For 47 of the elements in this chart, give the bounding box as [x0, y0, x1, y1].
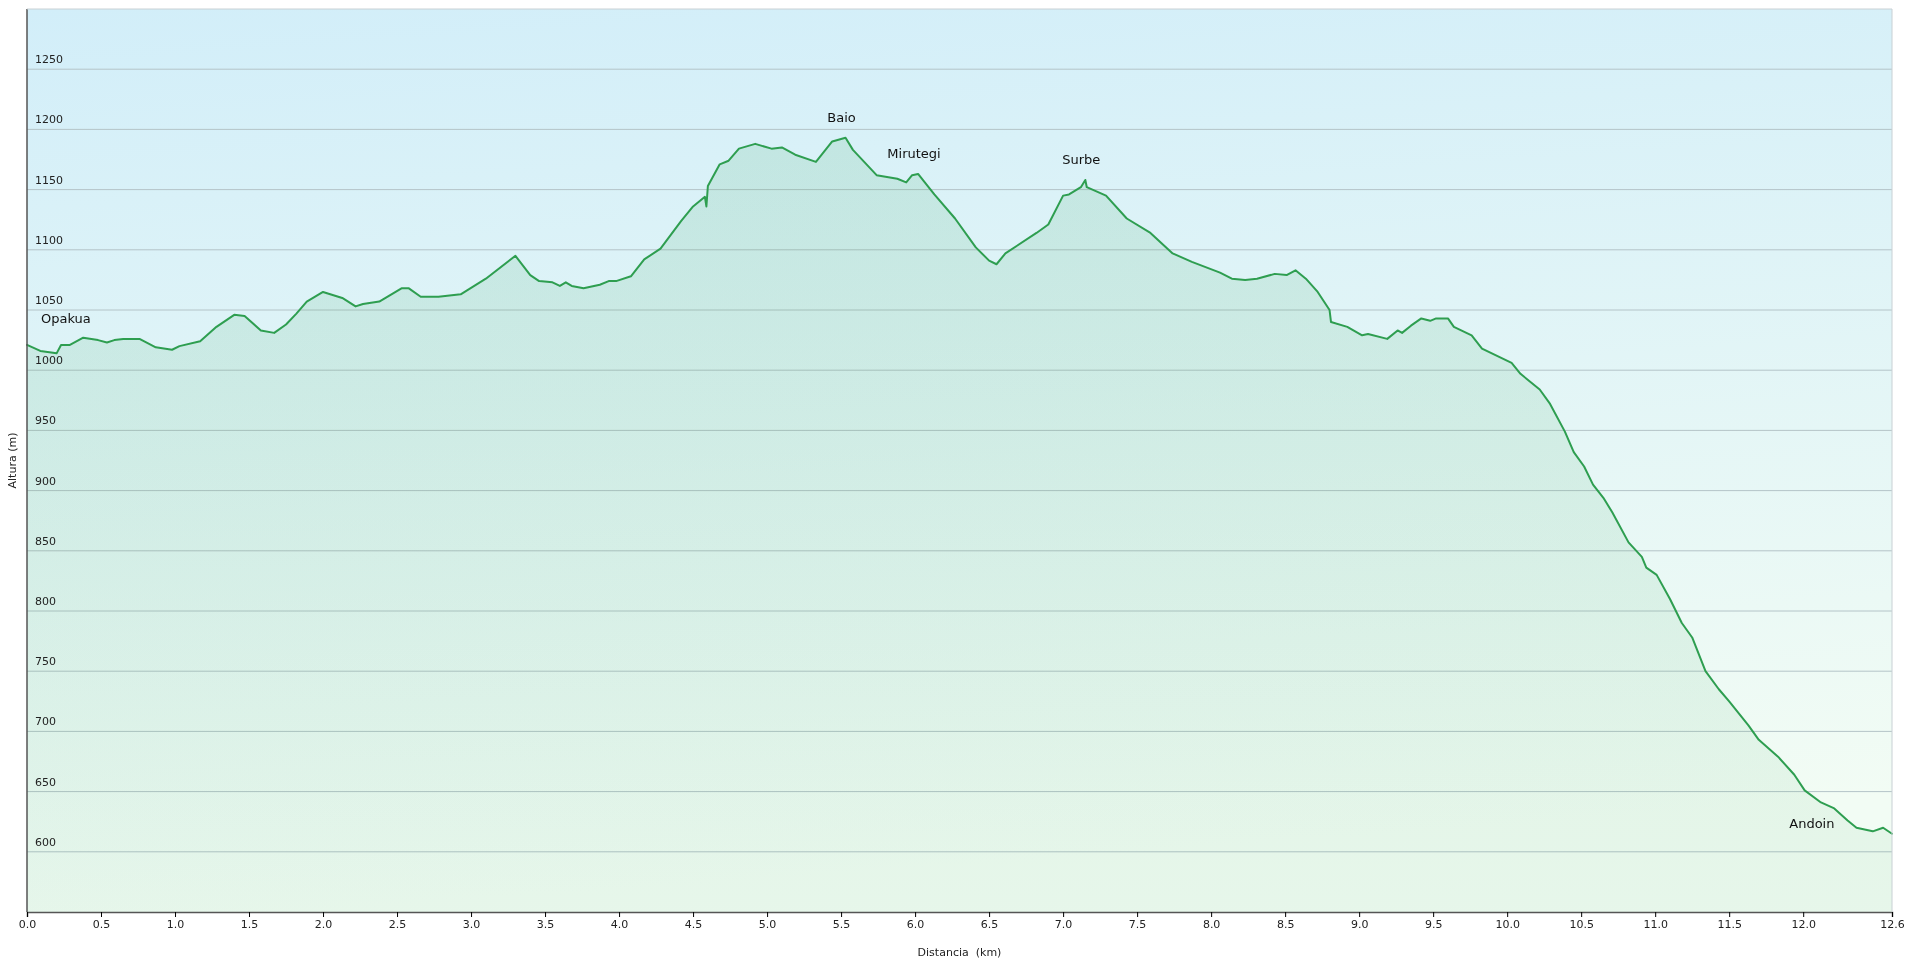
x-tick-label: 10.5	[1569, 917, 1594, 931]
x-tick-label: 0.5	[92, 917, 111, 931]
y-tick-label: 1150	[35, 173, 63, 187]
x-tick-label: 2.5	[388, 917, 407, 931]
y-tick-label: 650	[35, 775, 56, 789]
x-tick-label: 11.5	[1717, 917, 1742, 931]
x-tick-label: 3.5	[536, 917, 555, 931]
annotation: Surbe	[1062, 151, 1101, 167]
annotation: Baio	[827, 109, 856, 125]
x-tick-label: 8.5	[1276, 917, 1295, 931]
x-axis-title: Distancia (km)	[917, 946, 1002, 959]
y-tick-label: 1200	[35, 113, 63, 127]
y-tick-label: 1000	[35, 354, 63, 368]
x-tick-label: 5.0	[758, 917, 777, 931]
x-tick-label: 7.0	[1054, 917, 1073, 931]
x-tick-label: 4.5	[684, 917, 703, 931]
x-tick-label: 1.0	[166, 917, 185, 931]
x-tick-label: 6.5	[980, 917, 999, 931]
x-tick-label: 9.0	[1350, 917, 1369, 931]
y-tick-label: 850	[35, 534, 56, 548]
annotation: Andoin	[1789, 815, 1835, 831]
x-tick-label: 12.6	[1880, 917, 1905, 931]
x-tick-label: 3.0	[462, 917, 481, 931]
x-tick-label: 10.0	[1495, 917, 1520, 931]
x-tick-label: 9.5	[1424, 917, 1443, 931]
x-tick-label: 5.5	[832, 917, 851, 931]
x-tick-label: 2.0	[314, 917, 333, 931]
x-tick-label: 7.5	[1128, 917, 1147, 931]
y-tick-label: 950	[35, 414, 56, 428]
y-tick-label: 750	[35, 655, 56, 669]
x-tick-label: 1.5	[240, 917, 259, 931]
y-tick-label: 1100	[35, 233, 63, 247]
annotation: Mirutegi	[887, 145, 941, 161]
annotation: Opakua	[41, 310, 91, 326]
y-tick-label: 700	[35, 715, 56, 729]
x-tick-label: 4.0	[610, 917, 629, 931]
y-tick-label: 600	[35, 835, 56, 849]
y-tick-label: 1050	[35, 294, 63, 307]
x-tick-label: 6.0	[906, 917, 925, 931]
x-tick-label: 0.0	[18, 917, 37, 931]
x-tick-label: 11.0	[1643, 917, 1668, 931]
y-tick-label: 800	[35, 595, 56, 608]
x-tick-label: 12.0	[1791, 917, 1816, 931]
y-tick-label: 1250	[35, 53, 63, 67]
x-tick-label: 8.0	[1202, 917, 1221, 931]
y-axis-title: Altura (m)	[6, 432, 19, 489]
y-tick-label: 900	[35, 474, 56, 488]
